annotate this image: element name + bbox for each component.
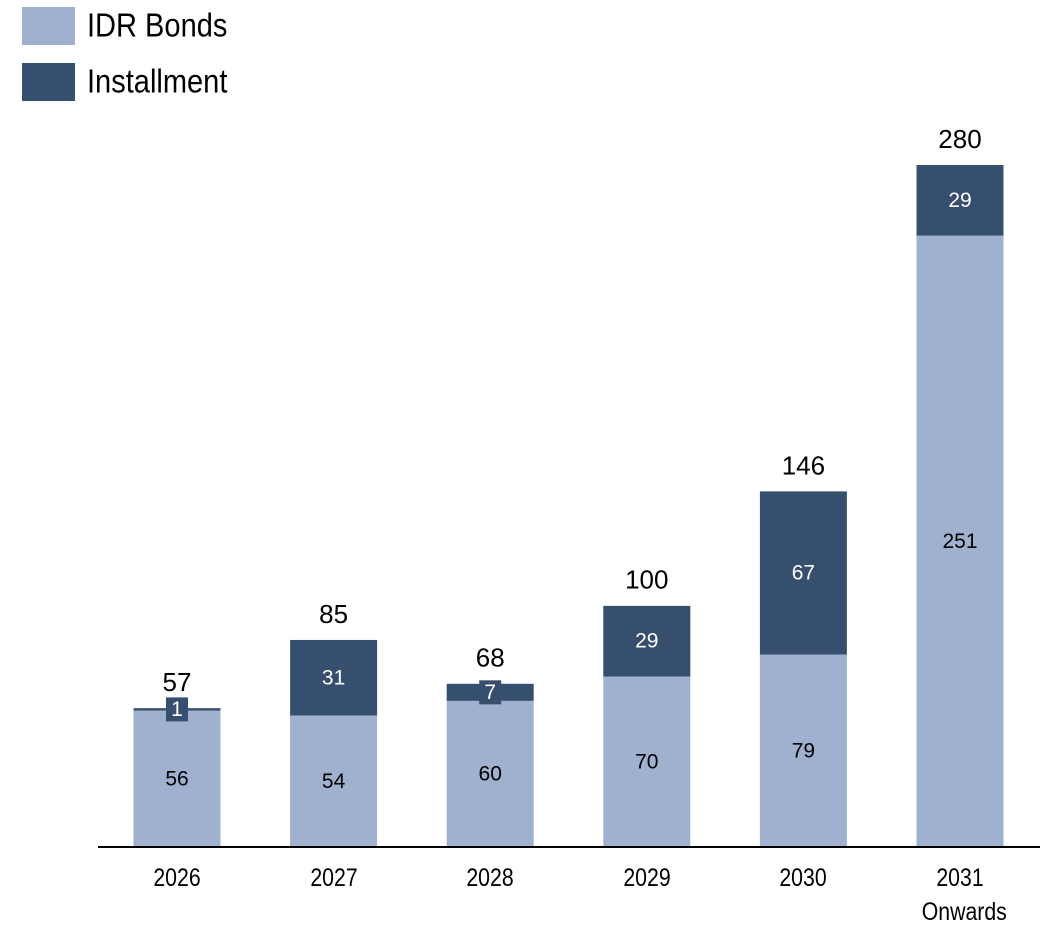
- legend-swatch: [22, 63, 75, 101]
- legend-label: Installment: [87, 63, 228, 100]
- x-tick-label: 2027: [309, 864, 358, 892]
- segment-label: 67: [792, 562, 815, 585]
- total-label: 146: [782, 450, 825, 480]
- segment-label: 70: [635, 750, 658, 773]
- bar-segment: [916, 235, 1004, 847]
- bar-segment: [133, 710, 221, 847]
- segment-label: 1: [171, 698, 183, 721]
- segment-label: 29: [635, 630, 658, 653]
- segment-label: 251: [942, 530, 977, 553]
- segment-label: 29: [948, 189, 971, 212]
- bar-segment: [916, 165, 1004, 236]
- bar-segment: [290, 639, 378, 716]
- total-label: 57: [163, 667, 192, 697]
- segment-label: 7: [484, 681, 496, 704]
- segment-label: 56: [165, 767, 188, 790]
- legend-swatch: [22, 7, 75, 45]
- total-label: 68: [476, 643, 505, 673]
- bar-segment: [759, 654, 847, 847]
- bar-segment: [603, 605, 691, 677]
- segment-label: 79: [792, 739, 815, 762]
- bar-segment: [446, 700, 534, 847]
- bar-segment: [759, 491, 847, 655]
- x-tick-label: 2031 Onwards: [921, 864, 1007, 926]
- total-label: 85: [319, 599, 348, 629]
- label-box: [479, 680, 502, 705]
- total-label: 100: [625, 565, 668, 595]
- segment-label: 54: [322, 770, 346, 793]
- bar-segment: [603, 676, 691, 847]
- total-label: 280: [938, 124, 981, 154]
- x-tick-label: 2028: [466, 864, 514, 892]
- segment-label: 60: [479, 762, 502, 785]
- bar-segment: [290, 715, 378, 847]
- legend-label: IDR Bonds: [87, 7, 227, 44]
- x-tick-label: 2029: [623, 864, 671, 892]
- x-tick-label: 2030: [779, 864, 828, 892]
- x-tick-label: 2026: [153, 864, 201, 892]
- label-box: [166, 697, 188, 722]
- segment-label: 31: [322, 666, 345, 689]
